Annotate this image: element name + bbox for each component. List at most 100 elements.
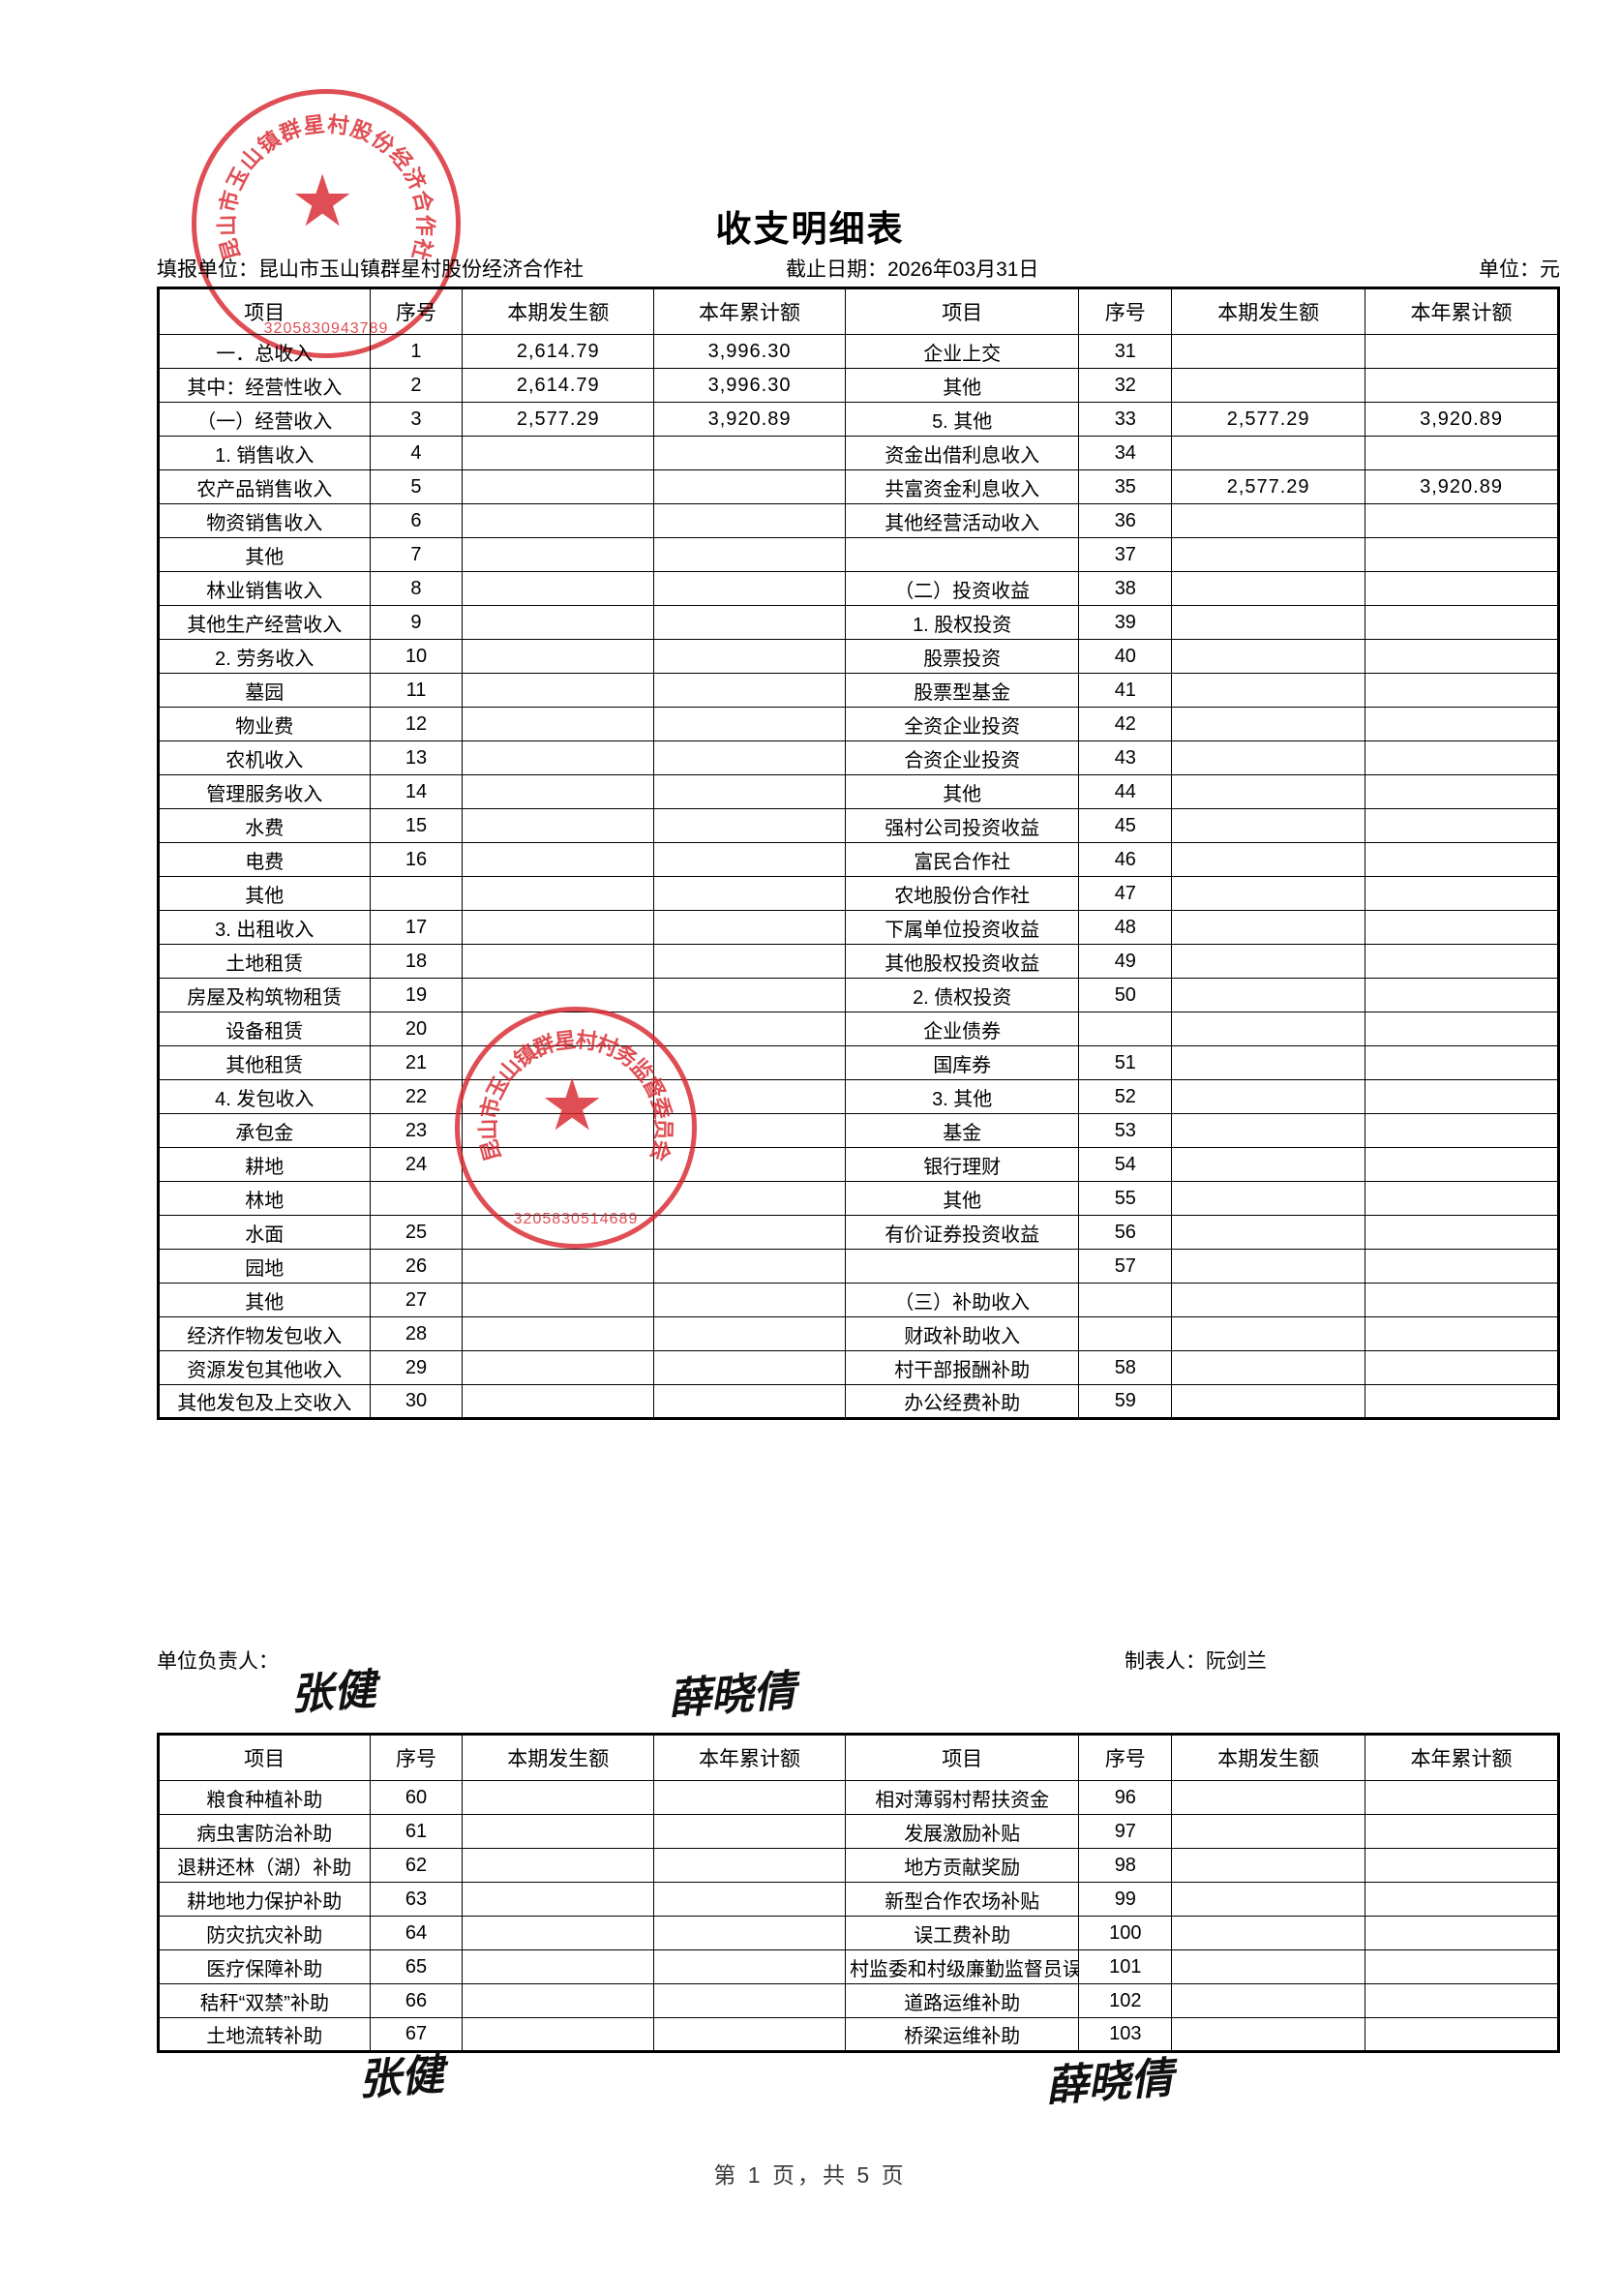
- row-seq-right: 97: [1078, 1814, 1173, 1849]
- row-current-right: [1171, 571, 1366, 606]
- row-item-left: 2. 劳务收入: [158, 639, 371, 674]
- row-ytd-right: [1365, 876, 1559, 911]
- row-item-left: 病虫害防治补助: [158, 1814, 371, 1849]
- row-item-left: 其他: [158, 876, 371, 911]
- row-current-right: [1171, 605, 1366, 640]
- row-ytd-right: [1365, 537, 1559, 572]
- row-current-left: [462, 1814, 655, 1849]
- row-seq-left: 24: [369, 1147, 464, 1182]
- row-seq-left: 15: [369, 808, 464, 843]
- income-detail-table-main: 项目 序号 本期发生额 本年累计额 项目 序号 本期发生额 本年累计额 一．总收…: [157, 287, 1560, 1420]
- row-seq-left: 19: [369, 978, 464, 1012]
- row-item-left: 水费: [158, 808, 371, 843]
- row-item-right: 强村公司投资收益: [844, 808, 1080, 843]
- reporting-unit: 填报单位：昆山市玉山镇群星村股份经济合作社: [157, 254, 584, 283]
- table-row: 管理服务收入 14 其他 44: [158, 774, 1559, 809]
- row-ytd-left: 3,996.30: [653, 334, 846, 369]
- row-ytd-right: [1365, 2017, 1559, 2052]
- row-seq-right: 43: [1078, 740, 1173, 775]
- row-seq-left: 13: [369, 740, 464, 775]
- row-current-right: [1171, 1181, 1366, 1216]
- row-ytd-right: [1365, 1949, 1559, 1984]
- table-row: 园地 26 57: [158, 1249, 1559, 1284]
- row-ytd-right: [1365, 1848, 1559, 1883]
- row-ytd-right: [1365, 605, 1559, 640]
- row-current-right: [1171, 1814, 1366, 1849]
- row-seq-left: 25: [369, 1215, 464, 1250]
- row-seq-left: 30: [369, 1384, 464, 1419]
- row-current-left: [462, 808, 655, 843]
- row-item-right: 地方贡献奖励: [844, 1848, 1080, 1883]
- table-row: 耕地 24 银行理财 54: [158, 1147, 1559, 1182]
- th-item-left: 项目: [158, 287, 371, 335]
- row-item-left: 经济作物发包收入: [158, 1316, 371, 1351]
- row-item-left: 水面: [158, 1215, 371, 1250]
- row-seq-left: 5: [369, 469, 464, 504]
- table-row: 承包金 23 基金 53: [158, 1113, 1559, 1148]
- row-item-left: 一．总收入: [158, 334, 371, 369]
- row-current-right: [1171, 740, 1366, 775]
- row-item-right: 5. 其他: [844, 402, 1080, 437]
- table-row: 2. 劳务收入 10 股票投资 40: [158, 639, 1559, 674]
- handwritten-signature-bottom-1: 张健: [356, 2049, 445, 2105]
- handwritten-signature-responsible-1: 张健: [288, 1664, 377, 1720]
- row-seq-right: 48: [1078, 910, 1173, 945]
- row-item-right: [844, 537, 1080, 572]
- row-current-left: [462, 910, 655, 945]
- th-ytd-left: 本年累计额: [653, 287, 846, 335]
- row-item-left: 其他: [158, 1283, 371, 1317]
- cutoff-date-label: 截止日期：: [786, 258, 887, 281]
- seal-ring-char: 玉: [222, 163, 254, 194]
- row-ytd-right: [1365, 334, 1559, 369]
- row-item-right: 企业上交: [844, 334, 1080, 369]
- handwritten-signature-responsible-2: 薛晓倩: [666, 1666, 797, 1725]
- th-current-left: 本期发生额: [462, 287, 655, 335]
- row-current-left: [462, 469, 655, 504]
- row-ytd-left: [653, 1079, 846, 1114]
- row-seq-right: 58: [1078, 1350, 1173, 1385]
- row-current-right: [1171, 808, 1366, 843]
- row-seq-left: 61: [369, 1814, 464, 1849]
- row-item-left: 园地: [158, 1249, 371, 1284]
- row-current-left: [462, 842, 655, 877]
- row-ytd-right: [1365, 1814, 1559, 1849]
- row-current-right: [1171, 1780, 1366, 1815]
- row-ytd-right: 3,920.89: [1365, 402, 1559, 437]
- row-item-right: 2. 债权投资: [844, 978, 1080, 1012]
- row-item-right: 道路运维补助: [844, 1983, 1080, 2018]
- row-item-right: 村干部报酬补助: [844, 1350, 1080, 1385]
- row-ytd-right: [1365, 571, 1559, 606]
- table2-header-row: 项目 序号 本期发生额 本年累计额 项目 序号 本期发生额 本年累计额: [158, 1734, 1559, 1781]
- row-current-right: 2,577.29: [1171, 402, 1366, 437]
- table-row: 其他 7 37: [158, 537, 1559, 572]
- row-item-left: 农产品销售收入: [158, 469, 371, 504]
- row-item-left: 防灾抗灾补助: [158, 1916, 371, 1950]
- row-current-right: [1171, 1983, 1366, 2018]
- th2-ytd-right: 本年累计额: [1365, 1734, 1559, 1781]
- table-row: 水面 25 有价证券投资收益 56: [158, 1215, 1559, 1250]
- row-ytd-right: [1365, 740, 1559, 775]
- row-current-left: [462, 2017, 655, 2052]
- row-ytd-right: [1365, 673, 1559, 708]
- row-seq-right: 40: [1078, 639, 1173, 674]
- row-item-right: 其他: [844, 1181, 1080, 1216]
- table-row: 土地流转补助 67 桥梁运维补助 103: [158, 2017, 1559, 2052]
- row-seq-left: [369, 1181, 464, 1216]
- row-item-right: 发展激励补贴: [844, 1814, 1080, 1849]
- row-current-right: [1171, 1949, 1366, 1984]
- th2-current-left: 本期发生额: [462, 1734, 655, 1781]
- row-item-right: 共富资金利息收入: [844, 469, 1080, 504]
- row-item-left: 其他发包及上交收入: [158, 1384, 371, 1419]
- page-footer: 第 1 页，共 5 页: [713, 2162, 907, 2188]
- row-item-left: 管理服务收入: [158, 774, 371, 809]
- row-item-left: 承包金: [158, 1113, 371, 1148]
- row-ytd-left: [653, 1814, 846, 1849]
- row-ytd-left: [653, 1384, 846, 1419]
- table1-body: 项目 序号 本期发生额 本年累计额 项目 序号 本期发生额 本年累计额 一．总收…: [158, 287, 1559, 1419]
- row-item-right: 1. 股权投资: [844, 605, 1080, 640]
- row-current-left: 2,614.79: [462, 334, 655, 369]
- row-seq-right: 39: [1078, 605, 1173, 640]
- row-current-right: [1171, 503, 1366, 538]
- row-ytd-left: [653, 740, 846, 775]
